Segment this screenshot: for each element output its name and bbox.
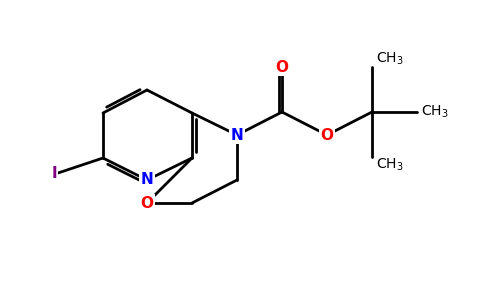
Text: O: O bbox=[275, 59, 288, 74]
Text: O: O bbox=[140, 196, 153, 211]
Text: CH$_3$: CH$_3$ bbox=[376, 51, 404, 67]
Text: CH$_3$: CH$_3$ bbox=[376, 157, 404, 173]
Text: N: N bbox=[230, 128, 243, 142]
Text: I: I bbox=[51, 166, 57, 181]
Text: CH$_3$: CH$_3$ bbox=[421, 104, 449, 120]
Text: O: O bbox=[320, 128, 333, 142]
Text: N: N bbox=[141, 172, 153, 188]
